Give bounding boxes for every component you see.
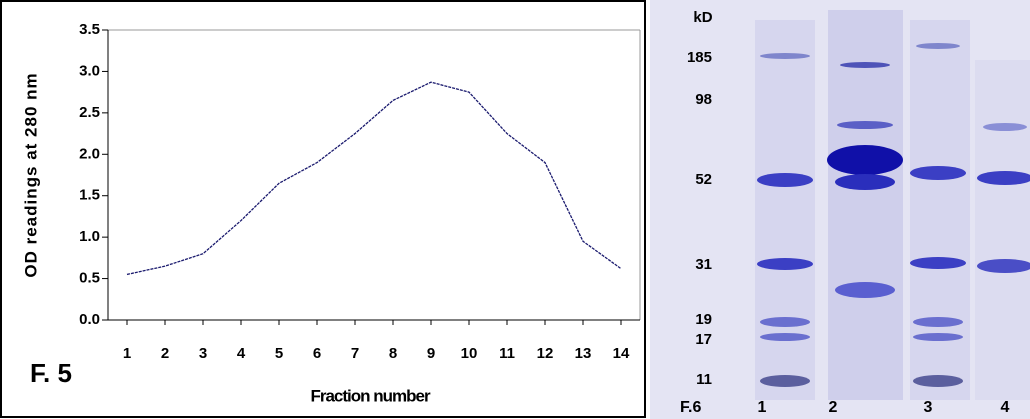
y-tick-label: 3.5	[79, 21, 100, 38]
x-tick-label: 10	[461, 345, 478, 362]
y-tick-label: 0.0	[79, 311, 100, 328]
y-tick-label: 0.5	[79, 270, 100, 287]
x-tick-label: 3	[199, 345, 207, 362]
band	[837, 121, 893, 129]
x-axis-label: Fraction number	[310, 386, 431, 405]
band	[760, 317, 810, 327]
band	[757, 258, 813, 270]
band	[910, 166, 966, 180]
marker-label: 11	[696, 371, 712, 388]
x-tick-label: 14	[613, 345, 630, 362]
x-tick-label: 1	[123, 345, 131, 362]
x-tick-label: 13	[575, 345, 592, 362]
lane-label: 2	[829, 399, 838, 416]
x-tick-label: 2	[161, 345, 169, 362]
gel-figure-label: F.6	[680, 399, 701, 416]
band	[760, 53, 810, 59]
x-tick-label: 5	[275, 345, 283, 362]
marker-label: 17	[695, 331, 712, 348]
band	[757, 173, 813, 187]
band	[827, 145, 903, 175]
x-tick-label: 8	[389, 345, 397, 362]
band	[913, 333, 963, 341]
lane	[828, 10, 903, 400]
marker-label: 31	[695, 256, 712, 273]
y-tick-label: 2.5	[79, 104, 100, 121]
lane-label: 4	[1001, 399, 1010, 416]
x-tick-label: 9	[427, 345, 435, 362]
band	[835, 174, 895, 190]
x-tick-label: 6	[313, 345, 321, 362]
x-tick-label: 12	[537, 345, 554, 362]
y-tick-label: 1.0	[79, 228, 100, 245]
band	[983, 123, 1027, 131]
lane	[755, 20, 815, 400]
gel-unit: kD	[693, 9, 712, 26]
lane-label: 3	[924, 399, 933, 416]
band	[913, 375, 963, 387]
band	[916, 43, 960, 49]
band	[910, 257, 966, 269]
x-tick-label: 7	[351, 345, 359, 362]
marker-label: 185	[687, 49, 712, 66]
band	[835, 282, 895, 298]
y-axis-label: OD readings at 280 nm	[21, 72, 40, 277]
band	[840, 62, 890, 68]
figure-label: F. 5	[30, 358, 72, 388]
lane	[910, 20, 970, 400]
y-tick-label: 3.0	[79, 62, 100, 79]
marker-label: 98	[695, 91, 712, 108]
lane	[975, 60, 1030, 400]
marker-label: 19	[695, 311, 712, 328]
lane-label: 1	[758, 399, 767, 416]
band	[760, 333, 810, 341]
marker-label: 52	[695, 171, 712, 188]
x-tick-label: 4	[237, 345, 246, 362]
band	[760, 375, 810, 387]
figure: F. 5 Fraction number OD readings at 280 …	[0, 0, 1030, 419]
x-tick-label: 11	[499, 345, 515, 362]
band	[913, 317, 963, 327]
y-tick-label: 2.0	[79, 145, 100, 162]
y-tick-label: 1.5	[79, 187, 100, 204]
